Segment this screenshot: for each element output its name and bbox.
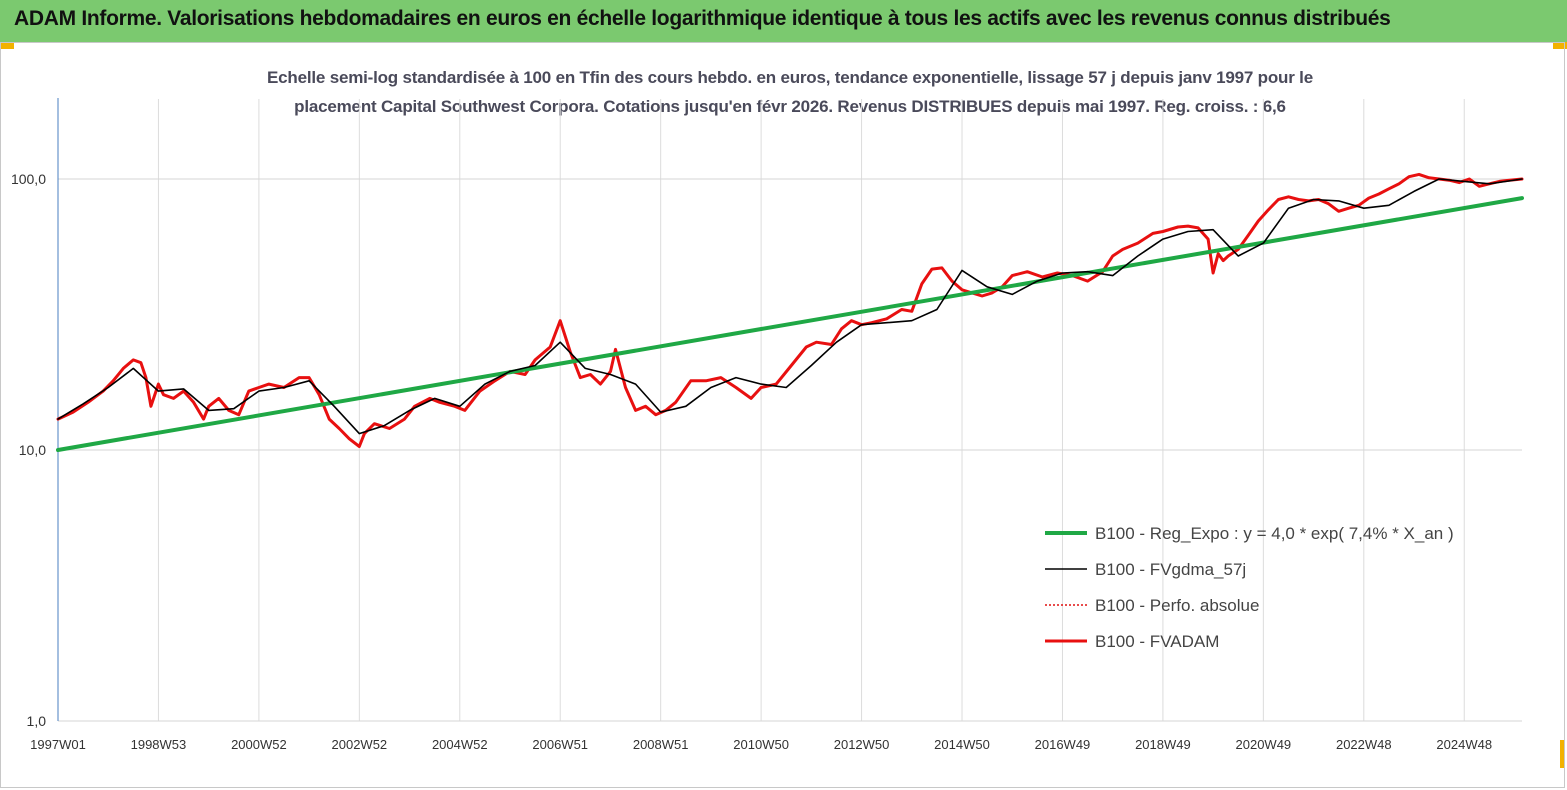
axis-layer: 1,0 10,0 100,0 1997W01 1998W53 2000W52 2002W52… (11, 98, 1492, 752)
chart-title-line-2: placement Capital Southwest Corpora. Cot… (294, 97, 1286, 116)
corner-mark-bottom-right (1560, 740, 1565, 768)
x-tick-label: 2006W51 (532, 737, 588, 752)
chart-frame (0, 42, 1565, 788)
x-tick-label: 2014W50 (934, 737, 990, 752)
series-line-thick-green (56, 196, 1524, 452)
legend-label: B100 - FVgdma_57j (1095, 560, 1246, 579)
legend: B100 - Reg_Expo : y = 4,0 * exp( 7,4% * … (1045, 524, 1454, 651)
x-tick-label: 2020W49 (1236, 737, 1292, 752)
x-tick-label: 2012W50 (834, 737, 890, 752)
x-tick-label: 2018W49 (1135, 737, 1191, 752)
page-title: ADAM Informe. Valorisations hebdomadaire… (14, 7, 1391, 30)
x-tick-label: 2024W48 (1436, 737, 1492, 752)
x-tick-label: 2010W50 (733, 737, 789, 752)
legend-label: B100 - FVADAM (1095, 632, 1219, 651)
x-tick-label: 2022W48 (1336, 737, 1392, 752)
legend-label: B100 - Perfo. absolue (1095, 596, 1259, 615)
grid-layer (58, 99, 1522, 722)
x-tick-label: 2000W52 (231, 737, 287, 752)
x-tick-label: 1997W01 (30, 737, 86, 752)
legend-item: B100 - Perfo. absolue (1045, 596, 1259, 615)
x-tick-label: 2016W49 (1035, 737, 1091, 752)
x-tick-label: 2002W52 (332, 737, 388, 752)
title-bar: ADAM Informe. Valorisations hebdomadaire… (0, 0, 1567, 43)
legend-item: B100 - Reg_Expo : y = 4,0 * exp( 7,4% * … (1045, 524, 1454, 543)
y-tick-label: 10,0 (19, 442, 46, 458)
legend-label: B100 - Reg_Expo : y = 4,0 * exp( 7,4% * … (1095, 524, 1454, 543)
legend-item: B100 - FVADAM (1045, 632, 1219, 651)
chart-title-line-1: Echelle semi-log standardisée à 100 en T… (267, 68, 1313, 87)
legend-item: B100 - FVgdma_57j (1045, 560, 1246, 579)
corner-mark-top-right (1553, 42, 1567, 49)
series-line-thin-black (57, 178, 1523, 435)
series-line-thick-red (56, 172, 1524, 448)
x-tick-label: 1998W53 (131, 737, 187, 752)
y-tick-label: 100,0 (11, 171, 46, 187)
y-tick-label: 1,0 (27, 713, 47, 729)
x-tick-label: 2004W52 (432, 737, 488, 752)
corner-mark-top-left (0, 42, 14, 49)
x-tick-label: 2008W51 (633, 737, 689, 752)
series-layer (56, 172, 1524, 452)
